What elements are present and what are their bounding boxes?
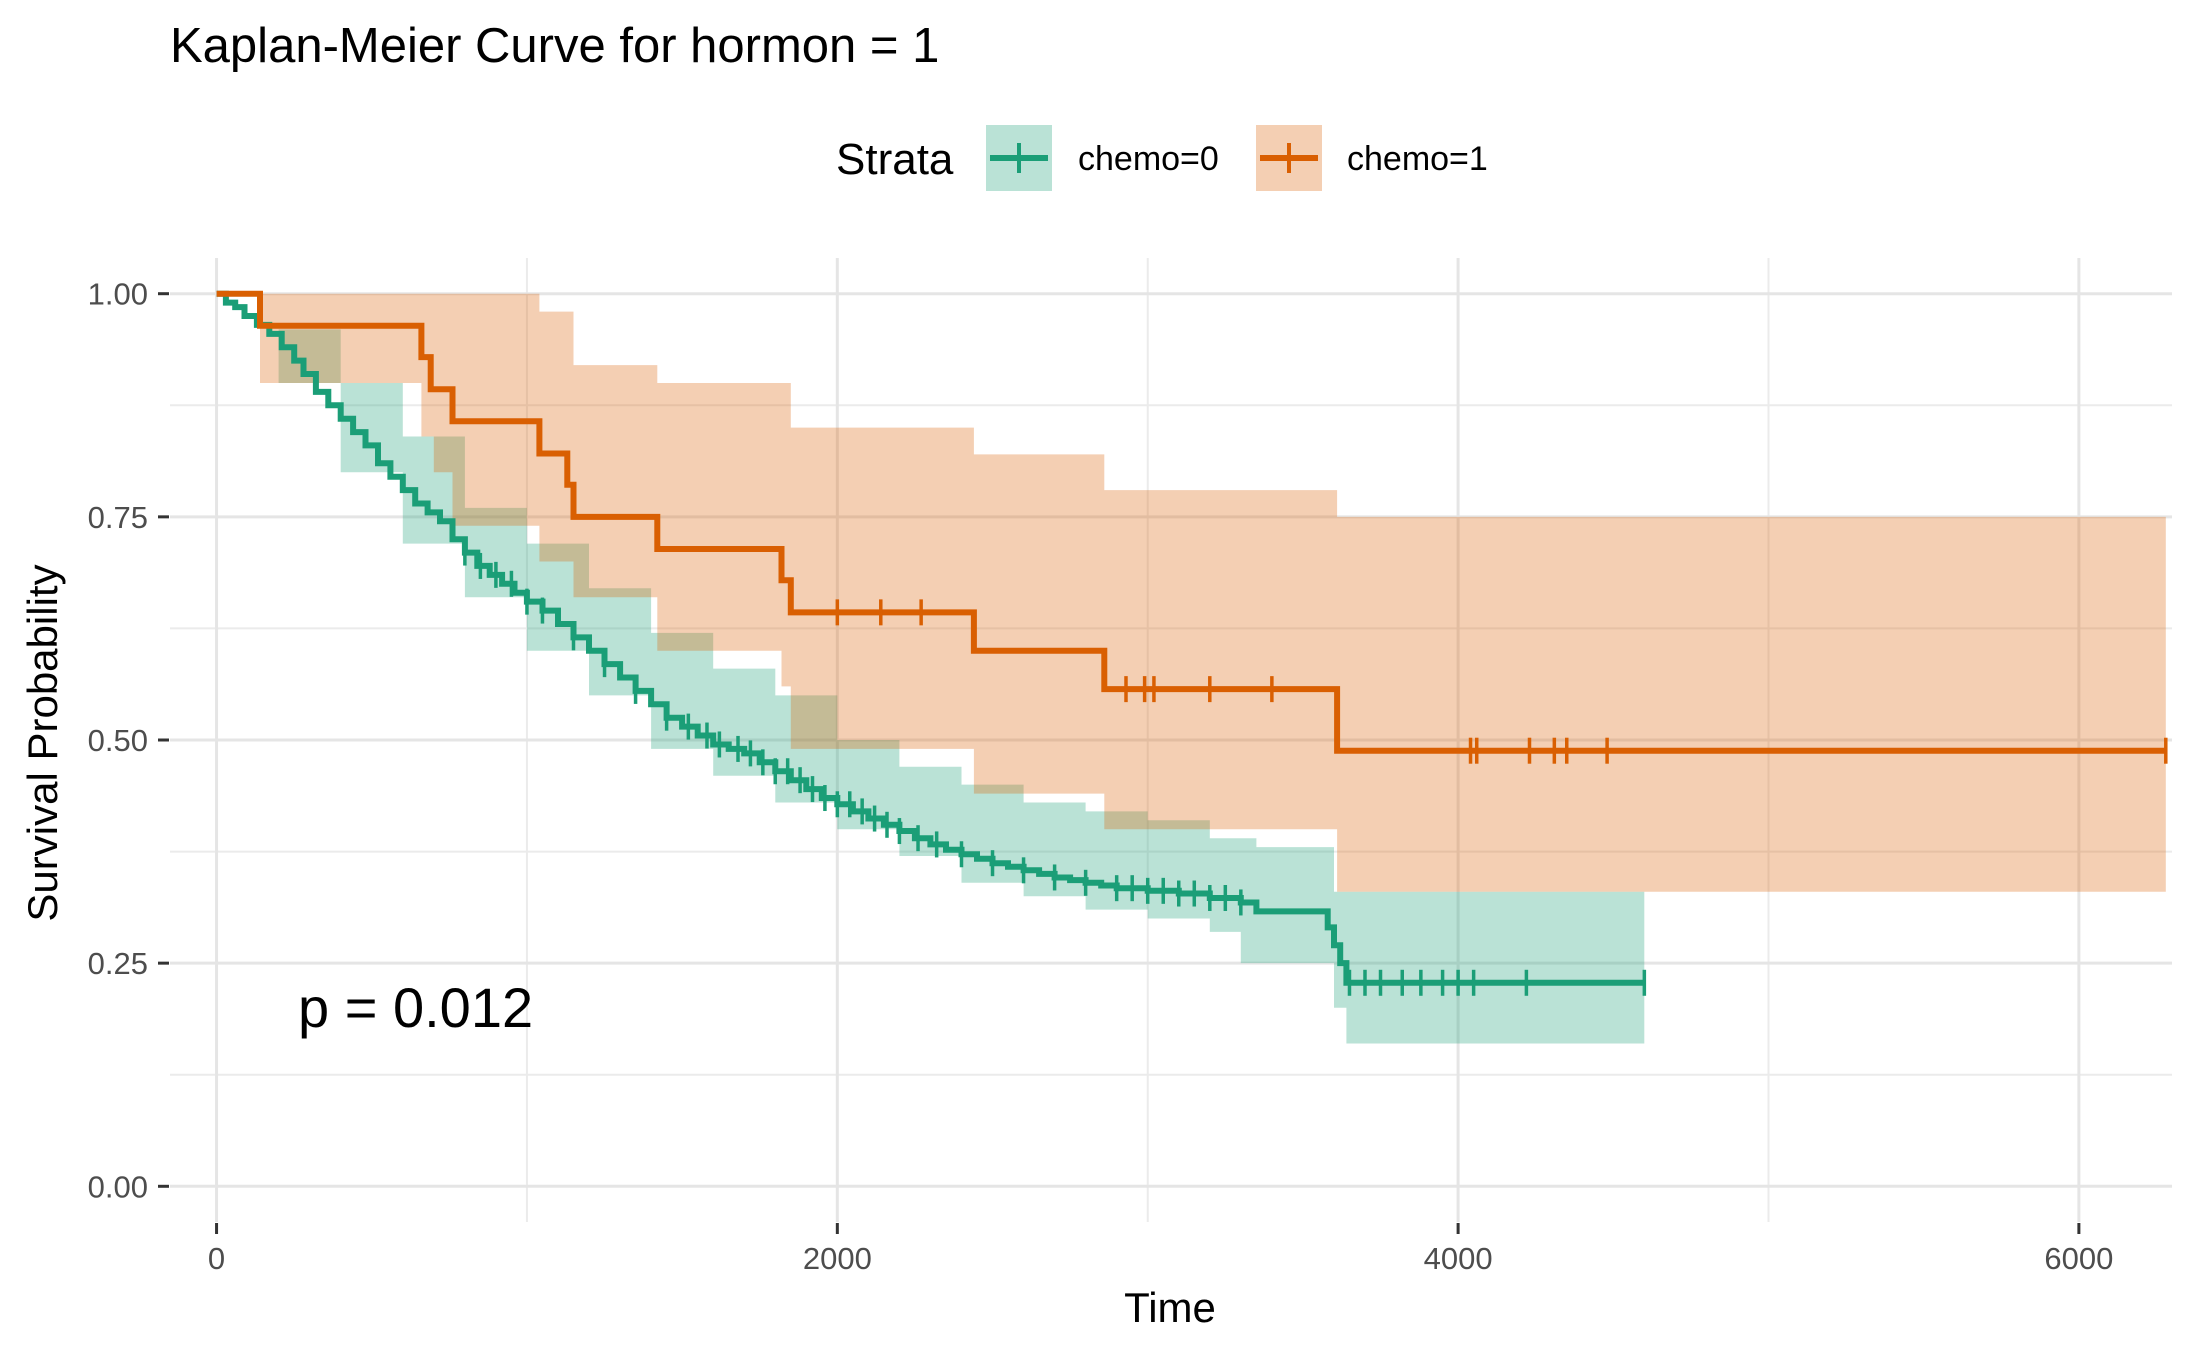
y-tick-label: 0.25 [88,946,148,981]
legend-label-chemo-0: chemo=0 [1078,140,1219,178]
censor-marks [463,539,2168,996]
x-axis-title: Time [1124,1284,1216,1331]
legend-title: Strata [836,135,954,184]
y-tick-label: 0.50 [88,723,148,758]
y-axis: 0.00 0.25 0.50 0.75 1.00 [88,277,169,1204]
confidence-band-chemo-0 [216,293,1645,1044]
y-tick-label: 0.75 [88,500,148,535]
legend-key-chemo-0 [986,125,1052,191]
chart-title: Kaplan-Meier Curve for hormon = 1 [170,19,939,73]
x-axis: 0 2000 4000 6000 [208,1223,2113,1276]
p-value-annotation: p = 0.012 [298,976,533,1039]
x-tick-label: 2000 [803,1241,872,1276]
legend-label-chemo-1: chemo=1 [1347,140,1488,178]
legend-key-chemo-1 [1256,125,1322,191]
x-tick-label: 4000 [1424,1241,1493,1276]
x-tick-label: 6000 [2044,1241,2113,1276]
legend: Strata chemo=0 chemo=1 [836,125,1488,191]
gridlines [170,258,2172,1222]
y-tick-label: 0.00 [88,1169,148,1204]
y-axis-title: Survival Probability [19,564,66,921]
survival-curve-chemo-1 [216,290,2166,754]
x-tick-label: 0 [208,1241,225,1276]
y-tick-label: 1.00 [88,277,148,312]
